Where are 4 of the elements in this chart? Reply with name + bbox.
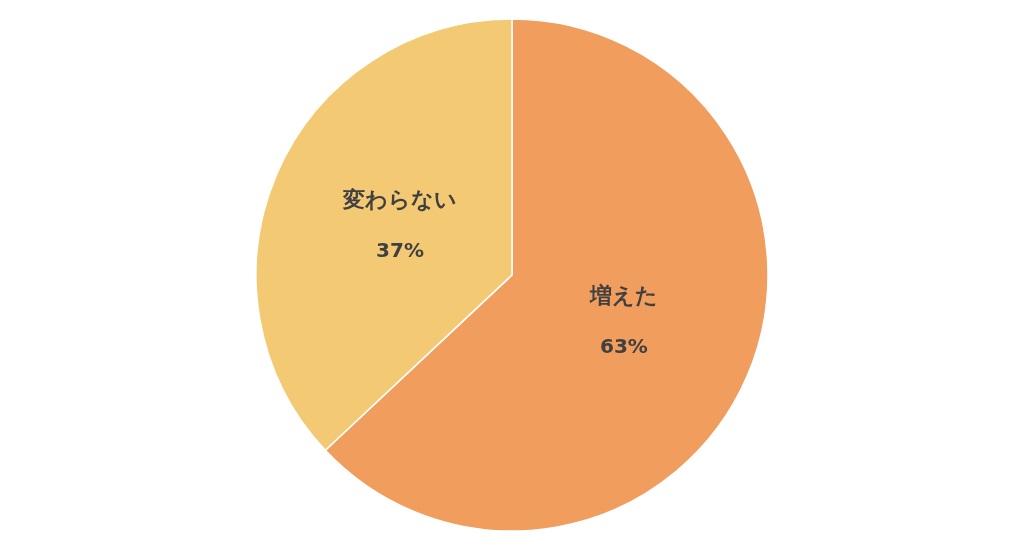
slice-label: 変わらない bbox=[342, 186, 458, 212]
slice-label: 増えた bbox=[588, 283, 658, 309]
data-label: 37% bbox=[376, 237, 424, 262]
data-label: 63% bbox=[600, 334, 648, 359]
